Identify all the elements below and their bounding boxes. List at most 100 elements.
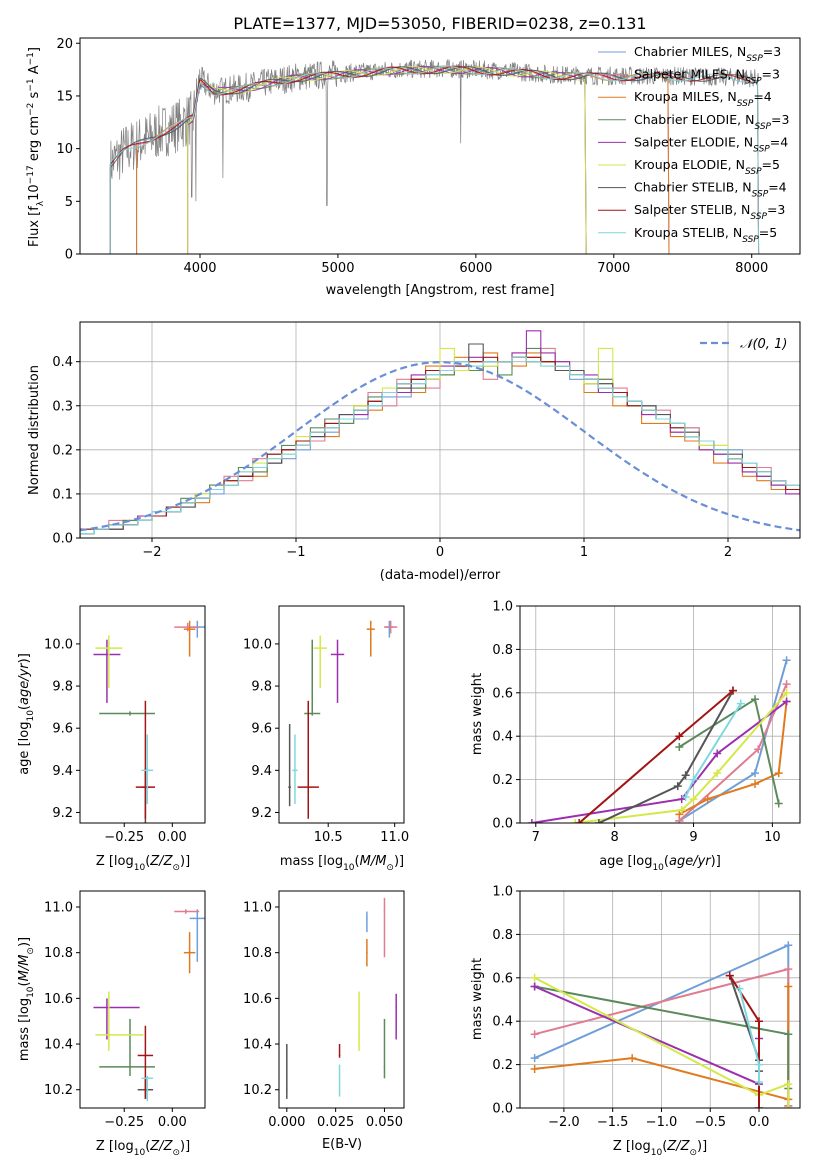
- label-part: 10: [27, 184, 42, 201]
- plus-marker: [713, 749, 722, 758]
- data-point: [108, 1034, 110, 1036]
- plus-marker: [681, 771, 690, 780]
- x-tick-label: 8000: [735, 261, 768, 276]
- y-tick-label: 0.3: [52, 399, 73, 414]
- x-tick-label: 0: [436, 545, 444, 560]
- label-part: ⊙: [172, 863, 180, 873]
- figure-title: PLATE=1377, MJD=53050, FIBERID=0238, z=0…: [233, 14, 646, 33]
- label-part: ⊙: [26, 947, 36, 955]
- mass-z-axes-plot-area: [93, 909, 205, 1102]
- x-tick-label: 0.00: [158, 830, 187, 845]
- plus-marker: [755, 1017, 764, 1026]
- plus-marker: [751, 769, 760, 778]
- label-part: s: [27, 91, 42, 102]
- label-part: )]: [180, 854, 190, 869]
- x-tick-label: 0.0: [749, 1115, 770, 1130]
- label-part: age/yr: [669, 854, 712, 869]
- plus-marker: [703, 795, 712, 804]
- y-axis-label: age [log10(age/yr)]: [17, 653, 36, 775]
- legend-label: Chabrier ELODIE, NSSP=3: [634, 112, 789, 132]
- label-part: SSP: [745, 77, 762, 87]
- age-z-axes-plot-area: [93, 620, 205, 823]
- x-tick-label: −0.25: [104, 830, 144, 845]
- y-tick-label: 0.4: [52, 355, 73, 370]
- plus-marker: [713, 769, 722, 778]
- plus-marker: [774, 769, 783, 778]
- y-tick-label: 1.0: [492, 600, 513, 615]
- legend-label: Kroupa MILES, NSSP=4: [634, 89, 772, 109]
- data-point: [338, 1077, 341, 1080]
- x-tick-label: 0.000: [268, 1115, 305, 1130]
- series-line: [678, 683, 788, 822]
- label-part: (: [145, 854, 150, 869]
- plus-marker: [751, 779, 760, 788]
- plus-marker: [782, 688, 791, 697]
- label-part: M/M: [17, 955, 32, 982]
- y-tick-label: 0.4: [492, 730, 513, 745]
- histogram-step: [80, 347, 800, 538]
- normal-curve: [80, 360, 800, 532]
- plus-marker: [782, 656, 791, 665]
- x-tick-label: −0.5: [694, 1115, 726, 1130]
- data-point: [311, 712, 314, 715]
- label-part: erg cm: [27, 116, 42, 165]
- label-part: (0, 1): [752, 337, 787, 352]
- x-tick-label: 7: [532, 830, 540, 845]
- y-tick-label: 10.8: [243, 946, 272, 961]
- label-part: −1: [26, 78, 36, 91]
- mass-z-axes-frame: [79, 890, 206, 1109]
- age-mass-axes: 10.5 11.0 9.2 9.4 9.6 9.8 10.0 mass [log10(M/M⊙…: [243, 605, 409, 873]
- y-tick-label: 20: [56, 37, 73, 52]
- label-part: ⊙: [386, 863, 394, 873]
- y-tick-label: 9.8: [251, 680, 272, 695]
- y-tick-label: 10.6: [44, 992, 73, 1007]
- label-part: (: [17, 981, 32, 986]
- label-part: Z [log: [96, 854, 134, 869]
- x-axis-label: E(B-V): [322, 1137, 362, 1152]
- plus-marker: [530, 973, 539, 982]
- legend-label: Kroupa ELODIE, NSSP=5: [634, 157, 780, 177]
- weight-z-axes-frame: [519, 890, 801, 1109]
- x-tick-label: 1: [580, 545, 588, 560]
- data-point: [383, 1066, 386, 1068]
- y-tick-label: 10.0: [44, 637, 73, 652]
- label-part: )]: [17, 937, 32, 947]
- age-mass-axes-frame: [278, 605, 405, 824]
- plus-marker: [675, 810, 684, 819]
- plus-marker: [751, 695, 760, 704]
- y-tick-label: 10.2: [44, 1083, 73, 1098]
- label-part: age/yr: [17, 662, 32, 705]
- label-part: −1: [26, 52, 36, 65]
- series-line: [738, 988, 760, 1082]
- data-point: [383, 910, 386, 913]
- label-part: 10: [134, 1148, 146, 1158]
- data-point: [319, 647, 322, 649]
- data-point: [366, 951, 368, 954]
- x-tick-label: 8: [611, 830, 619, 845]
- model-spectrum: [187, 66, 587, 254]
- data-point: [108, 647, 110, 649]
- x-tick-label: 0.025: [317, 1115, 354, 1130]
- y-tick-label: 10.0: [243, 637, 272, 652]
- histogram-step: [80, 356, 800, 538]
- label-part: =3: [771, 112, 789, 127]
- data-point: [129, 712, 131, 715]
- legend-label: Chabrier MILES, NSSP=3: [634, 44, 781, 64]
- label-part: 10: [26, 986, 36, 998]
- x-tick-label: 0.050: [366, 1115, 403, 1130]
- y-tick-label: 5: [65, 195, 73, 210]
- label-part: SSP: [742, 235, 759, 245]
- plus-marker: [675, 732, 684, 741]
- label-part: ⊙: [172, 1148, 180, 1158]
- x-tick-label: 10: [764, 830, 781, 845]
- label-part: SSP: [750, 212, 767, 222]
- plus-marker: [530, 1064, 539, 1073]
- legend-label: Salpeter STELIB, NSSP=3: [634, 202, 785, 222]
- label-part: )]: [17, 653, 32, 663]
- plus-marker: [784, 1080, 793, 1089]
- histogram-step: [80, 356, 800, 538]
- label-part: SSP: [745, 167, 762, 177]
- plus-marker: [725, 971, 734, 980]
- y-tick-label: 9.8: [52, 680, 73, 695]
